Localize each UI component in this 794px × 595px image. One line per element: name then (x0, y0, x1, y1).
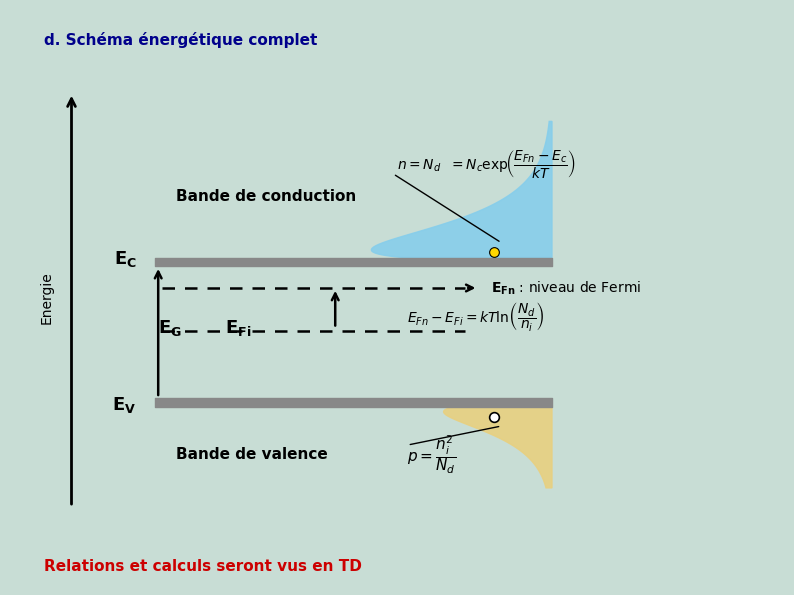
Text: $p = \dfrac{n_i^2}{N_d}$: $p = \dfrac{n_i^2}{N_d}$ (407, 433, 457, 476)
Text: Bande de valence: Bande de valence (176, 447, 328, 462)
Text: $\mathbf{E_{Fn}}$ : niveau de Fermi: $\mathbf{E_{Fn}}$ : niveau de Fermi (491, 279, 641, 297)
Text: Energie: Energie (39, 271, 53, 324)
Text: Bande de conduction: Bande de conduction (176, 189, 357, 204)
Text: $\mathbf{E_G}$: $\mathbf{E_G}$ (158, 318, 182, 339)
Text: $\mathbf{E_{Fi}}$: $\mathbf{E_{Fi}}$ (225, 318, 251, 339)
Polygon shape (372, 121, 552, 258)
Text: $E_{Fn} - E_{Fi} = kT\ln\!\left(\dfrac{N_d}{n_i}\right)$: $E_{Fn} - E_{Fi} = kT\ln\!\left(\dfrac{N… (407, 300, 545, 333)
Text: $n = N_d \ \ = N_c\mathrm{exp}\!\left(\dfrac{E_{Fn} - E_c}{kT}\right)$: $n = N_d \ \ = N_c\mathrm{exp}\!\left(\d… (397, 148, 576, 180)
Text: Relations et calculs seront vus en TD: Relations et calculs seront vus en TD (44, 559, 361, 574)
Text: $\mathbf{E_C}$: $\mathbf{E_C}$ (114, 249, 137, 270)
Text: d. Schéma énergétique complet: d. Schéma énergétique complet (44, 32, 317, 48)
Text: $\mathbf{E_V}$: $\mathbf{E_V}$ (113, 394, 137, 415)
Polygon shape (444, 406, 552, 488)
